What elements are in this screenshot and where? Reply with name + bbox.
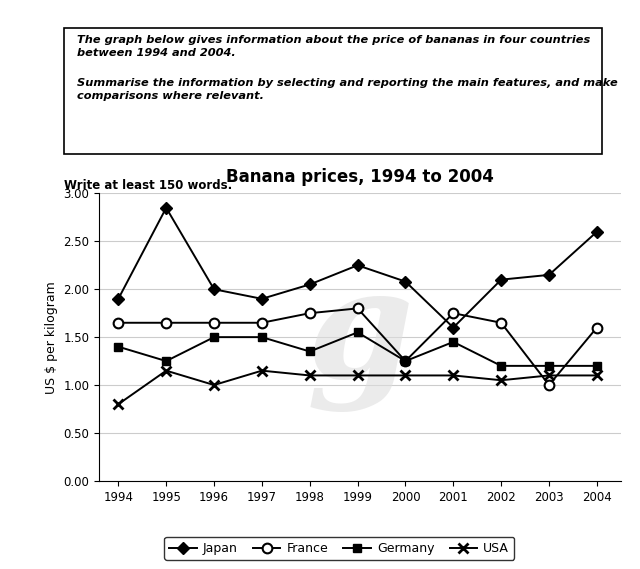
Germany [258,333,266,340]
Line: USA: USA [113,366,602,409]
USA [306,372,314,379]
Text: The graph below gives information about the price of bananas in four countries
b: The graph below gives information about … [77,35,590,72]
Germany [449,339,457,345]
Japan [402,278,410,285]
Germany [497,362,505,369]
Germany [593,362,601,369]
France [593,324,601,331]
Japan [210,286,218,292]
USA [449,372,457,379]
Germany [545,362,553,369]
Line: France: France [113,303,602,390]
France [306,310,314,316]
Japan [163,204,170,211]
Japan [306,281,314,288]
Germany [115,343,122,350]
Line: Germany: Germany [114,328,601,370]
USA [545,372,553,379]
France [449,310,457,316]
France [115,319,122,326]
USA [497,377,505,384]
USA [210,382,218,389]
Text: g: g [307,263,413,411]
Japan [449,324,457,331]
France [258,319,266,326]
Germany [402,358,410,365]
France [402,358,410,365]
USA [258,367,266,374]
USA [115,401,122,407]
Title: Banana prices, 1994 to 2004: Banana prices, 1994 to 2004 [226,168,494,187]
Y-axis label: US $ per kilogram: US $ per kilogram [45,281,58,394]
USA [354,372,362,379]
Germany [163,358,170,365]
France [497,319,505,326]
Japan [593,228,601,235]
Germany [306,348,314,355]
Legend: Japan, France, Germany, USA: Japan, France, Germany, USA [164,537,514,560]
Japan [354,262,362,269]
France [163,319,170,326]
Japan [545,271,553,278]
Japan [115,295,122,302]
Text: Summarise the information by selecting and reporting the main features, and make: Summarise the information by selecting a… [77,78,618,101]
France [545,382,553,389]
USA [593,372,601,379]
Germany [354,329,362,336]
France [210,319,218,326]
France [354,305,362,312]
USA [402,372,410,379]
Text: Write at least 150 words.: Write at least 150 words. [64,179,232,192]
USA [163,367,170,374]
Germany [210,333,218,340]
Japan [497,277,505,283]
Japan [258,295,266,302]
Line: Japan: Japan [114,204,601,332]
